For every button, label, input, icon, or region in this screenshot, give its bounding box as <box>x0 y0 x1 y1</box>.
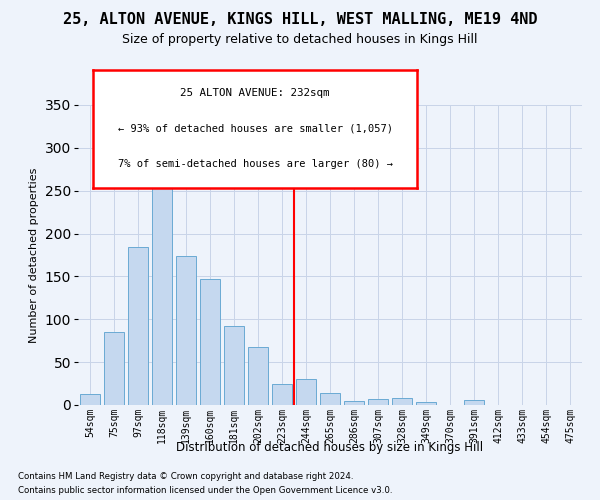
Text: Size of property relative to detached houses in Kings Hill: Size of property relative to detached ho… <box>122 32 478 46</box>
Text: Contains HM Land Registry data © Crown copyright and database right 2024.: Contains HM Land Registry data © Crown c… <box>18 472 353 481</box>
Text: 7% of semi-detached houses are larger (80) →: 7% of semi-detached houses are larger (8… <box>118 159 392 169</box>
Bar <box>80 394 100 405</box>
Bar <box>200 279 220 405</box>
Bar <box>392 398 412 405</box>
Bar <box>224 326 244 405</box>
Bar <box>464 400 484 405</box>
Text: Distribution of detached houses by size in Kings Hill: Distribution of detached houses by size … <box>176 441 484 454</box>
Bar <box>104 332 124 405</box>
Bar <box>368 399 388 405</box>
Bar <box>176 256 196 405</box>
Bar <box>320 393 340 405</box>
Text: 25, ALTON AVENUE, KINGS HILL, WEST MALLING, ME19 4ND: 25, ALTON AVENUE, KINGS HILL, WEST MALLI… <box>63 12 537 28</box>
Bar <box>344 400 364 405</box>
Bar <box>272 384 292 405</box>
Y-axis label: Number of detached properties: Number of detached properties <box>29 168 39 342</box>
Bar <box>296 380 316 405</box>
Bar <box>152 158 172 405</box>
Text: Contains public sector information licensed under the Open Government Licence v3: Contains public sector information licen… <box>18 486 392 495</box>
Text: ← 93% of detached houses are smaller (1,057): ← 93% of detached houses are smaller (1,… <box>118 124 392 134</box>
Text: 25 ALTON AVENUE: 232sqm: 25 ALTON AVENUE: 232sqm <box>180 88 330 99</box>
Bar <box>128 248 148 405</box>
Bar <box>248 346 268 405</box>
Bar <box>416 402 436 405</box>
